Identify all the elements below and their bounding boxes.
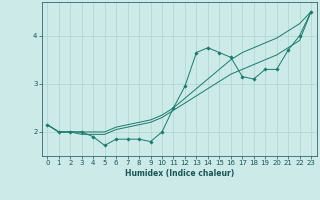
X-axis label: Humidex (Indice chaleur): Humidex (Indice chaleur) bbox=[124, 169, 234, 178]
